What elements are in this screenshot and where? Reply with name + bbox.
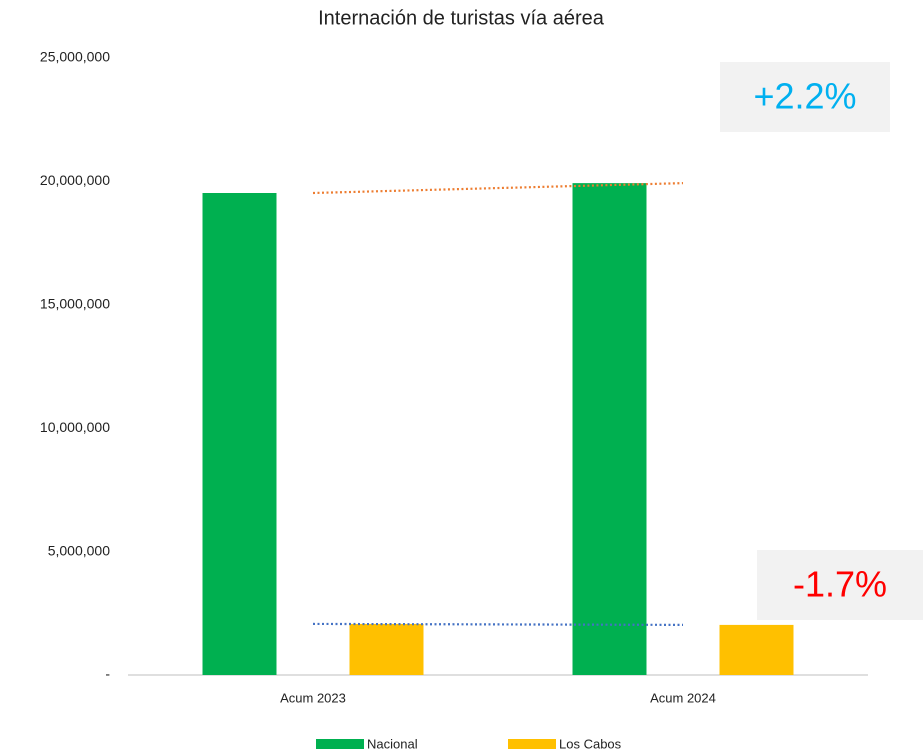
y-tick-label: 10,000,000: [40, 419, 110, 435]
legend-swatch: [316, 739, 364, 749]
y-tick-label: 15,000,000: [40, 296, 110, 312]
bar: [719, 624, 794, 675]
x-tick-label: Acum 2024: [650, 690, 716, 705]
annotation: +2.2%: [753, 76, 856, 117]
trendline: [312, 182, 684, 195]
annotation-box: [720, 62, 890, 132]
legend-label: Los Cabos: [559, 736, 622, 751]
y-tick-label: 5,000,000: [48, 542, 110, 558]
y-tick-label: 20,000,000: [40, 172, 110, 188]
bar: [349, 623, 424, 675]
legend-swatch: [508, 739, 556, 749]
chart-title: Internación de turistas vía aérea: [318, 7, 605, 29]
legend-label: Nacional: [367, 736, 418, 751]
bar: [572, 183, 647, 675]
bar: [202, 192, 277, 675]
x-tick-label: Acum 2023: [280, 690, 346, 705]
y-tick-label: -: [105, 666, 110, 682]
trendline: [312, 622, 684, 626]
annotation-box: [757, 550, 923, 620]
annotation: -1.7%: [793, 564, 887, 605]
y-tick-label: 25,000,000: [40, 49, 110, 65]
